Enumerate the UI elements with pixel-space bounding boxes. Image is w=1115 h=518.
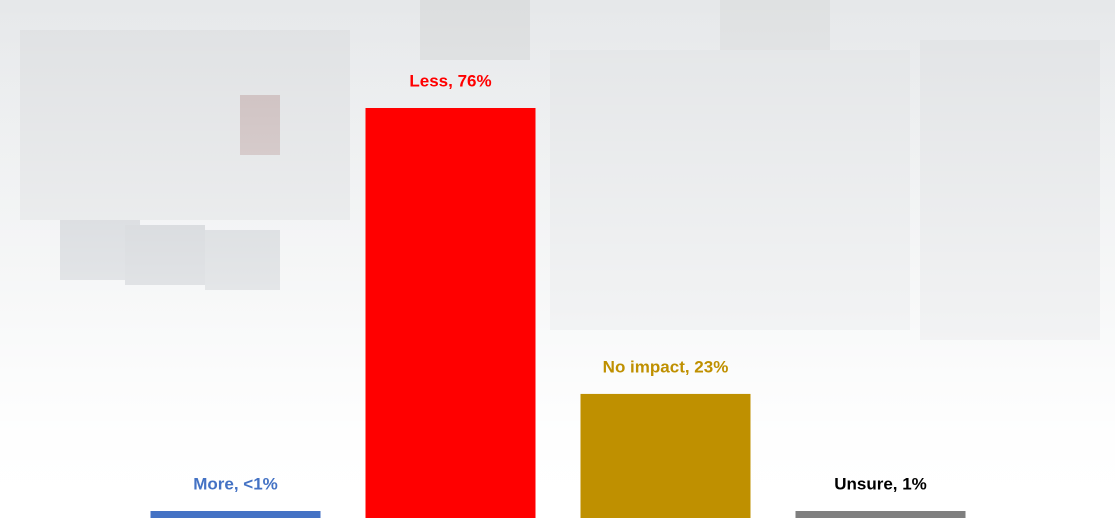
background bbox=[0, 0, 1115, 518]
bar bbox=[581, 394, 751, 518]
data-label: More, <1% bbox=[193, 474, 278, 493]
data-label: No impact, 23% bbox=[603, 357, 729, 376]
bar bbox=[366, 108, 536, 518]
bar bbox=[151, 511, 321, 518]
data-label: Unsure, 1% bbox=[834, 474, 927, 493]
data-label: Less, 76% bbox=[409, 71, 491, 90]
bar bbox=[796, 511, 966, 518]
chart: More, <1% Less, 76% No impact, 23% Unsure, … bbox=[0, 0, 1115, 518]
